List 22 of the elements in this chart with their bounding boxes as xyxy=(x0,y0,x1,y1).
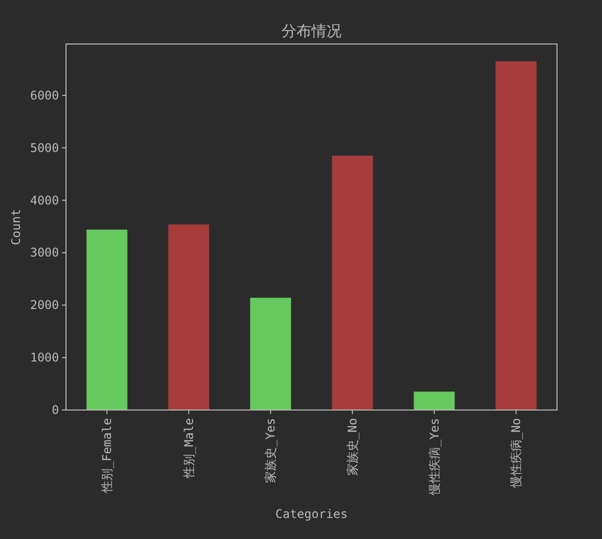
bar xyxy=(86,230,128,410)
bar xyxy=(168,224,210,410)
bar xyxy=(414,392,455,410)
x-tick-label: 性别_Female xyxy=(100,418,114,494)
x-tick-label: 家族史_No xyxy=(345,418,360,476)
bar xyxy=(496,61,537,410)
y-tick-label: 2000 xyxy=(30,298,59,312)
y-axis-title: Count xyxy=(9,208,23,246)
y-tick-label: 4000 xyxy=(30,193,59,208)
y-tick-label: 3000 xyxy=(30,246,59,260)
x-tick-label: 慢性疾病_Yes xyxy=(427,418,442,496)
bar xyxy=(332,156,373,410)
x-tick-label: 家族史_Yes xyxy=(264,418,278,483)
x-tick-label: 慢性疾病_No xyxy=(509,418,524,489)
y-tick-label: 1000 xyxy=(30,350,59,365)
bar xyxy=(250,298,292,410)
y-tick-label: 5000 xyxy=(30,140,59,155)
y-tick-label: 0 xyxy=(52,403,59,417)
x-axis-title: Categories xyxy=(275,507,348,521)
chart-title: 分布情况 xyxy=(282,22,342,40)
x-tick-label: 性别_Male xyxy=(182,418,196,480)
y-tick-label: 6000 xyxy=(30,88,59,102)
